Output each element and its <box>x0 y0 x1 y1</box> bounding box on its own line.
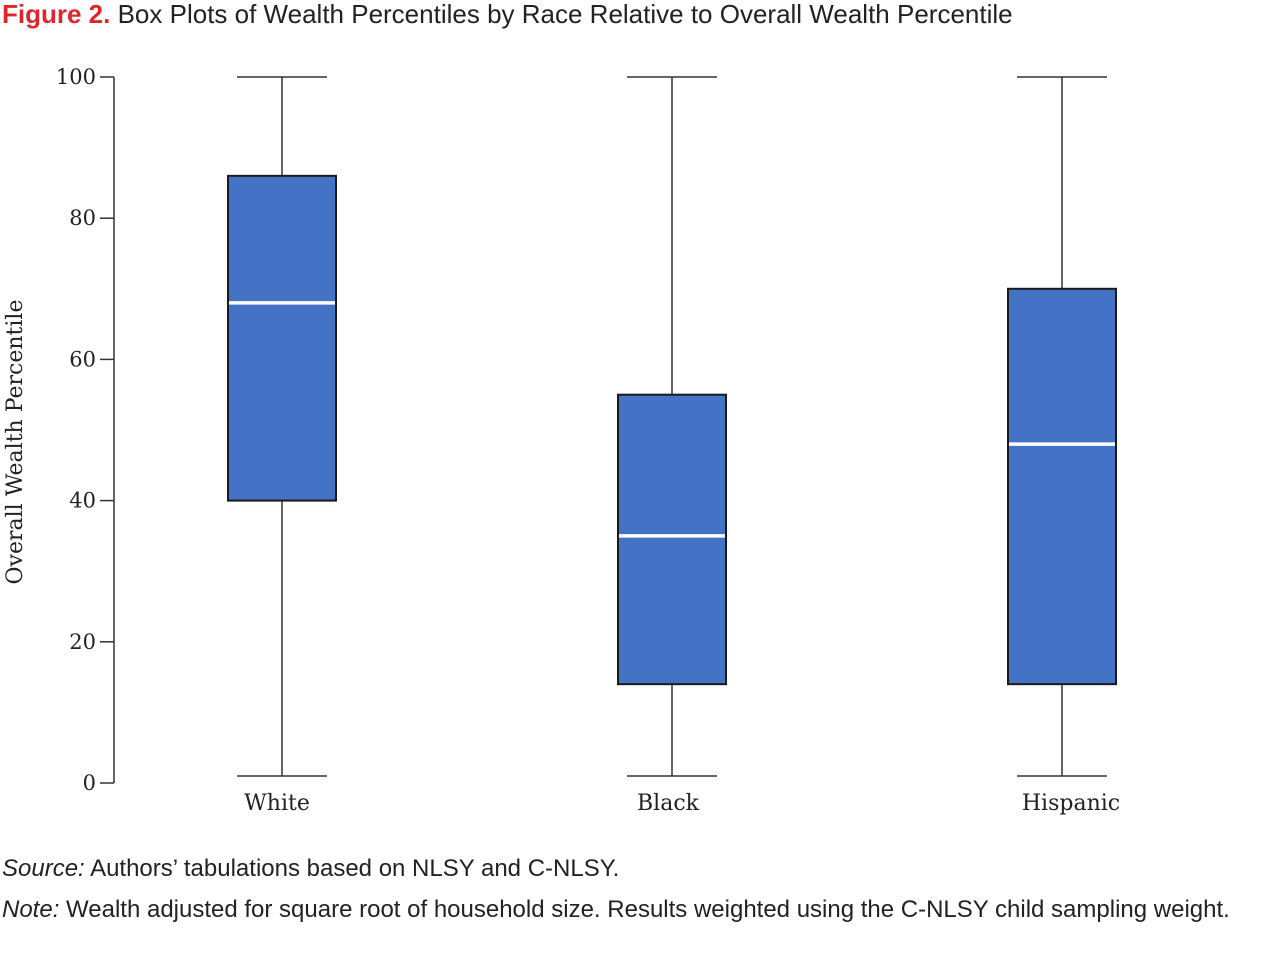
source-text: Authors’ tabulations based on NLSY and C… <box>84 855 620 882</box>
box-plot-chart: 0 20 40 60 80 100 White Black Hispanic Overall … <box>3 65 1120 816</box>
figure-number: Figure 2. <box>2 0 111 29</box>
figure-title-text: Box Plots of Wealth Percentiles by Race … <box>117 0 1013 29</box>
x-category-label: Hispanic <box>1022 791 1120 816</box>
box-hispanic <box>1007 76 1117 777</box>
figure-title: Figure 2. Box Plots of Wealth Percentile… <box>2 0 1013 34</box>
x-category-label: Black <box>637 791 700 816</box>
iqr-box <box>617 393 727 686</box>
box-series <box>227 76 1117 777</box>
source-line: Source: Authors’ tabulations based on NL… <box>2 848 1280 889</box>
y-tick-label: 80 <box>69 206 96 230</box>
note-label: Note: <box>2 896 60 923</box>
note-text: Wealth adjusted for square root of house… <box>59 896 1230 923</box>
category-labels: White Black Hispanic <box>244 791 1120 816</box>
iqr-box <box>227 174 337 502</box>
source-label: Source: <box>2 855 85 882</box>
box-black <box>617 76 727 777</box>
y-axis-title: Overall Wealth Percentile <box>3 300 28 585</box>
note-line: Note: Wealth adjusted for square root of… <box>2 889 1280 930</box>
y-tick-label: 40 <box>69 489 96 513</box>
x-category-label: White <box>244 791 310 816</box>
y-tick-label: 100 <box>56 65 96 89</box>
y-tick-label: 0 <box>83 771 96 795</box>
figure-notes: Source: Authors’ tabulations based on NL… <box>2 848 1280 930</box>
y-tick-label: 20 <box>69 630 96 654</box>
box-white <box>227 76 337 777</box>
y-axis: 0 20 40 60 80 100 <box>56 65 115 795</box>
y-tick-label: 60 <box>69 347 96 371</box>
iqr-box <box>1007 287 1117 686</box>
